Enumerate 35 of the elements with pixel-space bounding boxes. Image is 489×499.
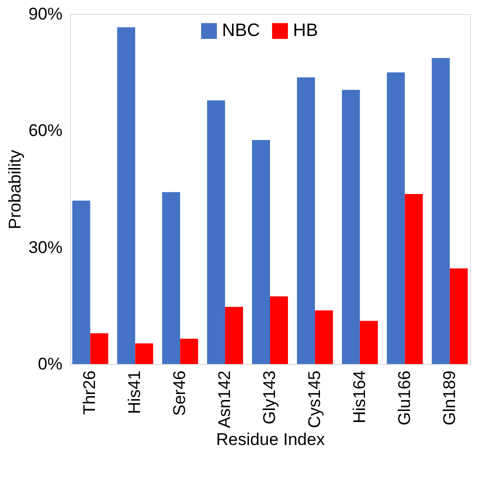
legend-label: NBC xyxy=(222,20,260,40)
bar xyxy=(72,200,90,364)
x-tick-label: Asn142 xyxy=(215,370,234,428)
bar xyxy=(432,58,450,364)
bar xyxy=(117,27,136,364)
y-tick-label: 0% xyxy=(38,354,62,374)
x-tick-label: Ser46 xyxy=(170,370,190,416)
y-tick-label: 90% xyxy=(28,4,62,24)
x-tick-label: Gln189 xyxy=(440,370,459,426)
bar xyxy=(225,306,244,364)
x-tick-label: His164 xyxy=(350,370,369,424)
bar xyxy=(162,192,180,364)
x-tick-label: Cys145 xyxy=(304,370,324,428)
x-tick-label: Glu166 xyxy=(394,370,414,426)
legend-label: HB xyxy=(293,20,318,40)
y-tick-label: 30% xyxy=(28,238,62,257)
bar xyxy=(342,90,360,364)
bar xyxy=(90,333,108,364)
bar xyxy=(314,310,333,364)
bar xyxy=(296,77,315,364)
bar xyxy=(360,320,378,364)
x-tick-label: Gly143 xyxy=(260,370,279,424)
bar xyxy=(386,72,405,364)
bar xyxy=(404,194,423,364)
x-tick-label: Thr26 xyxy=(80,370,100,415)
bar xyxy=(135,343,154,364)
x-tick-label: His41 xyxy=(125,370,144,414)
y-tick-label: 60% xyxy=(28,121,62,140)
bar xyxy=(252,140,270,364)
bar xyxy=(450,268,468,364)
bar xyxy=(180,338,198,364)
bar xyxy=(270,296,288,364)
x-axis-title: Residue Index xyxy=(216,430,326,450)
bar xyxy=(207,100,226,364)
y-axis-title: Probability xyxy=(5,149,24,230)
